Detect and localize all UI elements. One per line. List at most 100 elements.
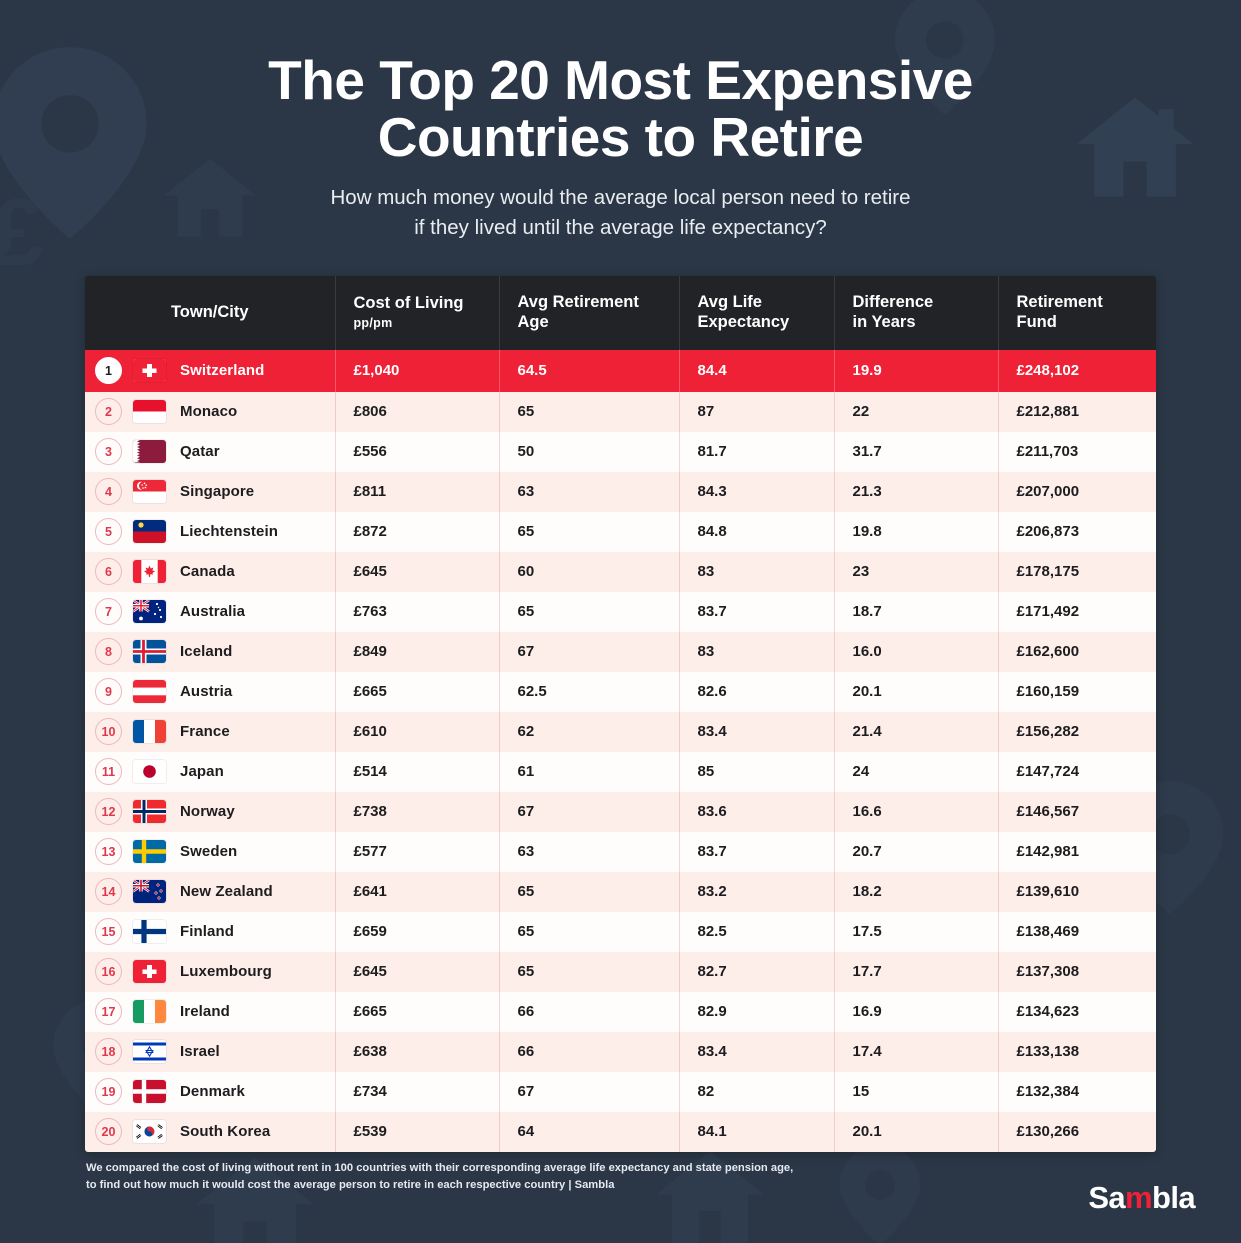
cost-of-living-cell: £539 (335, 1111, 500, 1152)
difference-cell: 20.1 (834, 1111, 999, 1152)
retirement-age-cell: 60 (499, 551, 680, 592)
retirement-age-cell: 67 (499, 1071, 680, 1112)
table-row[interactable]: 1 Switzerland £1,040 64.5 84.4 19.9 £248,102 (85, 349, 1156, 392)
life-expectancy-cell: 83.4 (679, 711, 835, 752)
country-name: Austria (180, 683, 233, 701)
difference-cell: 31.7 (834, 431, 999, 472)
table-row[interactable]: 6 Canada £645 60 83 23 £178,175 (85, 551, 1156, 592)
flag-icon-ie (133, 1000, 166, 1024)
retirement-fund-cell: £207,000 (998, 471, 1156, 512)
flag-icon-nz (133, 880, 166, 904)
country-cell: 6 Canada (85, 551, 336, 592)
flag-icon-li (133, 520, 166, 544)
difference-cell: 22 (834, 391, 999, 432)
life-expectancy-cell: 87 (679, 391, 835, 432)
retirement-age-cell: 67 (499, 631, 680, 672)
cost-of-living-cell: £1,040 (335, 349, 500, 392)
rank-badge: 7 (95, 598, 122, 626)
life-expectancy-cell: 84.3 (679, 471, 835, 512)
retirement-age-cell: 63 (499, 471, 680, 512)
table-row[interactable]: 2 Monaco £806 65 87 22 £212,881 (85, 391, 1156, 432)
table-header-row: Town/City Cost of Living pp/pm Avg Retir… (85, 276, 1156, 350)
rank-badge: 8 (95, 638, 122, 666)
column-header-cost-of-living: Cost of Living pp/pm (335, 276, 500, 350)
flag-icon-qa (133, 440, 166, 464)
difference-cell: 17.4 (834, 1031, 999, 1072)
difference-cell: 19.8 (834, 511, 999, 552)
cost-of-living-cell: £577 (335, 831, 500, 872)
table-row[interactable]: 14 New Zealand £641 65 83.2 18.2 £139,610 (85, 871, 1156, 912)
page-title-line2: Countries to Retire (377, 105, 864, 168)
difference-cell: 23 (834, 551, 999, 592)
country-cell: 13 Sweden (85, 831, 336, 872)
retirement-age-cell: 64 (499, 1111, 680, 1152)
footnote: We compared the cost of living without r… (86, 1160, 846, 1195)
retirement-age-cell: 65 (499, 911, 680, 952)
table-row[interactable]: 3 Qatar £556 50 81.7 31.7 £211,703 (85, 431, 1156, 472)
retirement-age-cell: 66 (499, 991, 680, 1032)
cost-of-living-cell: £738 (335, 791, 500, 832)
footnote-line2: to find out how much it would cost the a… (86, 1179, 615, 1192)
difference-cell: 20.7 (834, 831, 999, 872)
difference-cell: 18.7 (834, 591, 999, 632)
country-cell: 11 Japan (85, 751, 336, 792)
country-name: France (180, 723, 230, 741)
life-expectancy-cell: 82.6 (679, 671, 835, 712)
table-row[interactable]: 17 Ireland £665 66 82.9 16.9 £134,623 (85, 991, 1156, 1032)
difference-cell: 20.1 (834, 671, 999, 712)
difference-cell: 21.3 (834, 471, 999, 512)
country-name: Sweden (180, 843, 238, 861)
rank-badge: 20 (95, 1118, 122, 1146)
table-row[interactable]: 7 Australia £763 65 83.7 18.7 £171,492 (85, 591, 1156, 632)
life-expectancy-cell: 83.4 (679, 1031, 835, 1072)
rank-badge: 6 (95, 558, 122, 586)
cost-of-living-cell: £645 (335, 951, 500, 992)
flag-icon-il (133, 1040, 166, 1064)
cost-of-living-cell: £811 (335, 471, 500, 512)
retirement-fund-cell: £212,881 (998, 391, 1156, 432)
column-header-country: Town/City (85, 276, 336, 350)
rank-badge: 2 (95, 398, 122, 426)
flag-icon-fi (133, 920, 166, 944)
table-row[interactable]: 5 Liechtenstein £872 65 84.8 19.8 £206,873 (85, 511, 1156, 552)
rank-badge: 17 (95, 998, 122, 1026)
retirement-fund-cell: £134,623 (998, 991, 1156, 1032)
retirement-age-cell: 65 (499, 871, 680, 912)
country-cell: 8 Iceland (85, 631, 336, 672)
retirement-age-cell: 62 (499, 711, 680, 752)
retirement-age-cell: 65 (499, 511, 680, 552)
country-cell: 2 Monaco (85, 391, 336, 432)
table-row[interactable]: 8 Iceland £849 67 83 16.0 £162,600 (85, 631, 1156, 672)
table-row[interactable]: 16 Luxembourg £645 65 82.7 17.7 £137,308 (85, 951, 1156, 992)
table-row[interactable]: 20 South Korea £539 64 84.1 20.1 £130,266 (85, 1111, 1156, 1152)
flag-icon-is (133, 640, 166, 664)
retirement-fund-cell: £146,567 (998, 791, 1156, 832)
country-name: Finland (180, 923, 235, 941)
table-row[interactable]: 18 Israel £638 66 83.4 17.4 £133,138 (85, 1031, 1156, 1072)
country-cell: 4 Singapore (85, 471, 336, 512)
difference-cell: 16.9 (834, 991, 999, 1032)
rank-badge: 15 (95, 918, 122, 946)
column-header-retirement-fund: Retirement Fund (998, 276, 1156, 350)
retirement-fund-cell: £178,175 (998, 551, 1156, 592)
table-row[interactable]: 13 Sweden £577 63 83.7 20.7 £142,981 (85, 831, 1156, 872)
country-name: Canada (180, 563, 235, 581)
table-row[interactable]: 15 Finland £659 65 82.5 17.5 £138,469 (85, 911, 1156, 952)
table-row[interactable]: 19 Denmark £734 67 82 15 £132,384 (85, 1071, 1156, 1112)
table-row[interactable]: 12 Norway £738 67 83.6 16.6 £146,567 (85, 791, 1156, 832)
retirement-fund-cell: £147,724 (998, 751, 1156, 792)
flag-icon-jp (133, 760, 166, 784)
table-row[interactable]: 4 Singapore £811 63 84.3 21.3 £207,000 (85, 471, 1156, 512)
sambla-logo: Sa m bla (1088, 1180, 1195, 1216)
retirement-fund-cell: £130,266 (998, 1111, 1156, 1152)
cost-of-living-cell: £659 (335, 911, 500, 952)
table-row[interactable]: 9 Austria £665 62.5 82.6 20.1 £160,159 (85, 671, 1156, 712)
rank-badge: 1 (95, 357, 122, 385)
table-row[interactable]: 10 France £610 62 83.4 21.4 £156,282 (85, 711, 1156, 752)
retirement-fund-cell: £137,308 (998, 951, 1156, 992)
country-name: Iceland (180, 643, 233, 661)
rank-badge: 5 (95, 518, 122, 546)
country-name: Singapore (180, 483, 255, 501)
retirement-fund-cell: £248,102 (998, 349, 1156, 392)
table-row[interactable]: 11 Japan £514 61 85 24 £147,724 (85, 751, 1156, 792)
